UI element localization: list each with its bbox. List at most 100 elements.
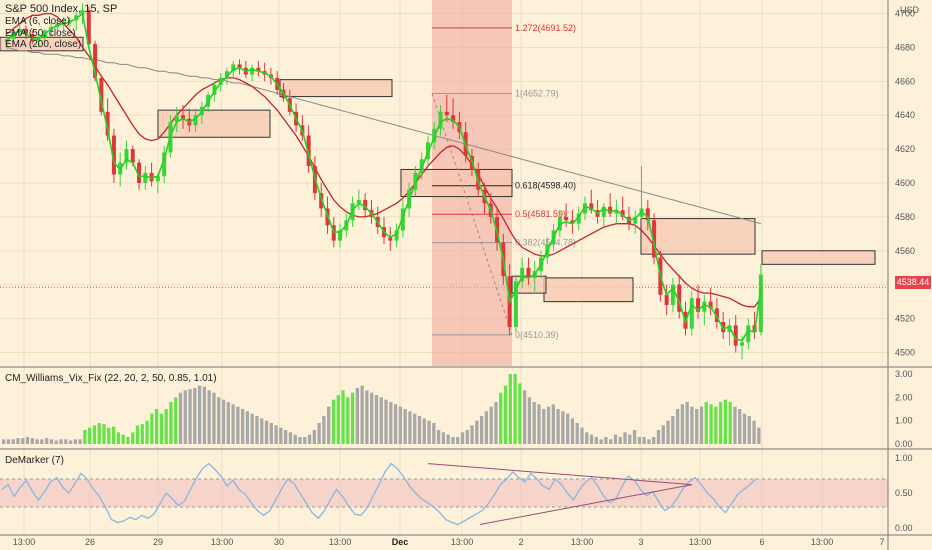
x-tick-label: 7 <box>879 537 884 547</box>
vix-bar <box>78 439 82 444</box>
vix-bar <box>217 397 221 444</box>
vix-bar <box>446 434 450 444</box>
vix-bar <box>212 392 216 444</box>
candle-body <box>61 22 66 24</box>
vix-bar <box>489 406 493 444</box>
x-tick-label: 13:00 <box>811 537 834 547</box>
candle-body <box>105 111 110 136</box>
zone-boxes[interactable] <box>0 36 876 303</box>
vix-bar <box>107 427 111 444</box>
vix-bar <box>585 432 589 444</box>
vix-bar <box>647 439 651 444</box>
vix-title[interactable]: CM_Williams_Vix_Fix (22, 20, 2, 50, 0.85… <box>5 373 217 384</box>
vix-bar <box>279 427 283 444</box>
vix-bar <box>231 404 235 444</box>
vix-bar <box>126 437 130 444</box>
vix-bar <box>307 434 312 444</box>
candle-body <box>143 172 148 183</box>
candle-body <box>702 301 707 312</box>
vix-bar <box>322 416 326 444</box>
vix-bar <box>413 413 417 444</box>
vix-bar <box>666 420 670 444</box>
candle-body <box>394 230 399 241</box>
vix-bar <box>470 425 474 444</box>
divergence-line <box>427 463 693 486</box>
candle-body <box>231 64 236 72</box>
vix-bar <box>303 437 307 444</box>
vix-bar <box>40 439 44 444</box>
candle-body <box>363 199 368 211</box>
price-tick-label: 4660 <box>895 76 915 86</box>
vix-bar <box>49 439 54 444</box>
vix-bar <box>255 416 259 444</box>
vix-bar <box>202 386 207 444</box>
vix-tick-label: 1.00 <box>895 416 913 426</box>
candle-body <box>652 220 657 258</box>
x-tick-label: 13:00 <box>329 537 352 547</box>
vix-bar <box>284 430 288 444</box>
vix-bar <box>742 413 747 444</box>
vix-bar <box>494 402 498 444</box>
vix-bar <box>451 437 455 444</box>
candle-body <box>93 44 98 78</box>
candle-body <box>193 115 198 126</box>
vix-bar <box>169 402 173 444</box>
price-tick-label: 4640 <box>895 110 915 120</box>
price-tick-label: 4560 <box>895 246 915 256</box>
chart-title: S&P 500 Index, 15, SP <box>5 3 118 15</box>
legend-ema200[interactable]: EMA (200, close) <box>5 39 82 50</box>
candle-body <box>400 208 405 231</box>
last-price-tag: 4538.44 <box>895 276 931 289</box>
vix-bar <box>551 404 555 444</box>
vix-bar <box>197 385 202 444</box>
zone-box <box>640 218 756 255</box>
price-tick-label: 4500 <box>895 347 915 357</box>
fib-retracement[interactable]: 1.272(4691.52) 1(4652.79) 0.618(4598.40) 0.… <box>431 23 576 340</box>
candle-body <box>633 216 638 224</box>
vix-bar <box>346 397 350 444</box>
zone-box <box>279 79 393 98</box>
vix-bar <box>513 374 517 444</box>
x-tick-label: 13:00 <box>689 537 712 547</box>
legend-ema6[interactable]: EMA (6, close) <box>5 16 71 27</box>
candle-body <box>714 308 719 322</box>
vix-bar <box>709 404 713 444</box>
demarker-tick-label: 0.00 <box>895 523 913 533</box>
candle-body <box>689 298 694 329</box>
demarker-tick-label: 1.00 <box>895 453 913 463</box>
candle-body <box>696 298 701 312</box>
price-tick-label: 4580 <box>895 212 915 222</box>
vix-bar <box>580 427 584 444</box>
vix-bar <box>384 399 388 444</box>
candle-body <box>444 111 449 116</box>
vix-bar <box>723 399 728 444</box>
vix-bar <box>632 430 637 444</box>
vix-bar <box>30 438 34 444</box>
candle-body <box>564 216 569 221</box>
vix-bar <box>604 437 608 444</box>
x-tick-label: 26 <box>85 537 95 547</box>
legend-ema50[interactable]: EMA (50, close) <box>5 28 76 39</box>
vix-bar <box>465 430 469 444</box>
vix-bar <box>374 395 379 444</box>
vix-bar <box>16 438 20 444</box>
candle-body <box>155 176 160 182</box>
candle-body <box>181 115 186 119</box>
x-tick-label: 3 <box>638 537 643 547</box>
demarker-title[interactable]: DeMarker (7) <box>5 455 64 466</box>
fib-label: 1(4652.79) <box>515 89 559 99</box>
vix-bar <box>441 432 446 444</box>
x-tick-label: 29 <box>153 537 163 547</box>
vix-bar <box>704 402 708 444</box>
candle-body <box>388 237 393 241</box>
price-tick-label: 4680 <box>895 42 915 52</box>
price-tick-label: 4700 <box>895 9 915 19</box>
currency-label[interactable]: USD <box>900 5 920 15</box>
vix-bar <box>570 418 575 444</box>
vix-bar <box>718 402 723 444</box>
fib-label: 0.382(4564.78) <box>515 238 576 248</box>
candle-body <box>149 172 154 182</box>
candle-body <box>570 220 575 224</box>
